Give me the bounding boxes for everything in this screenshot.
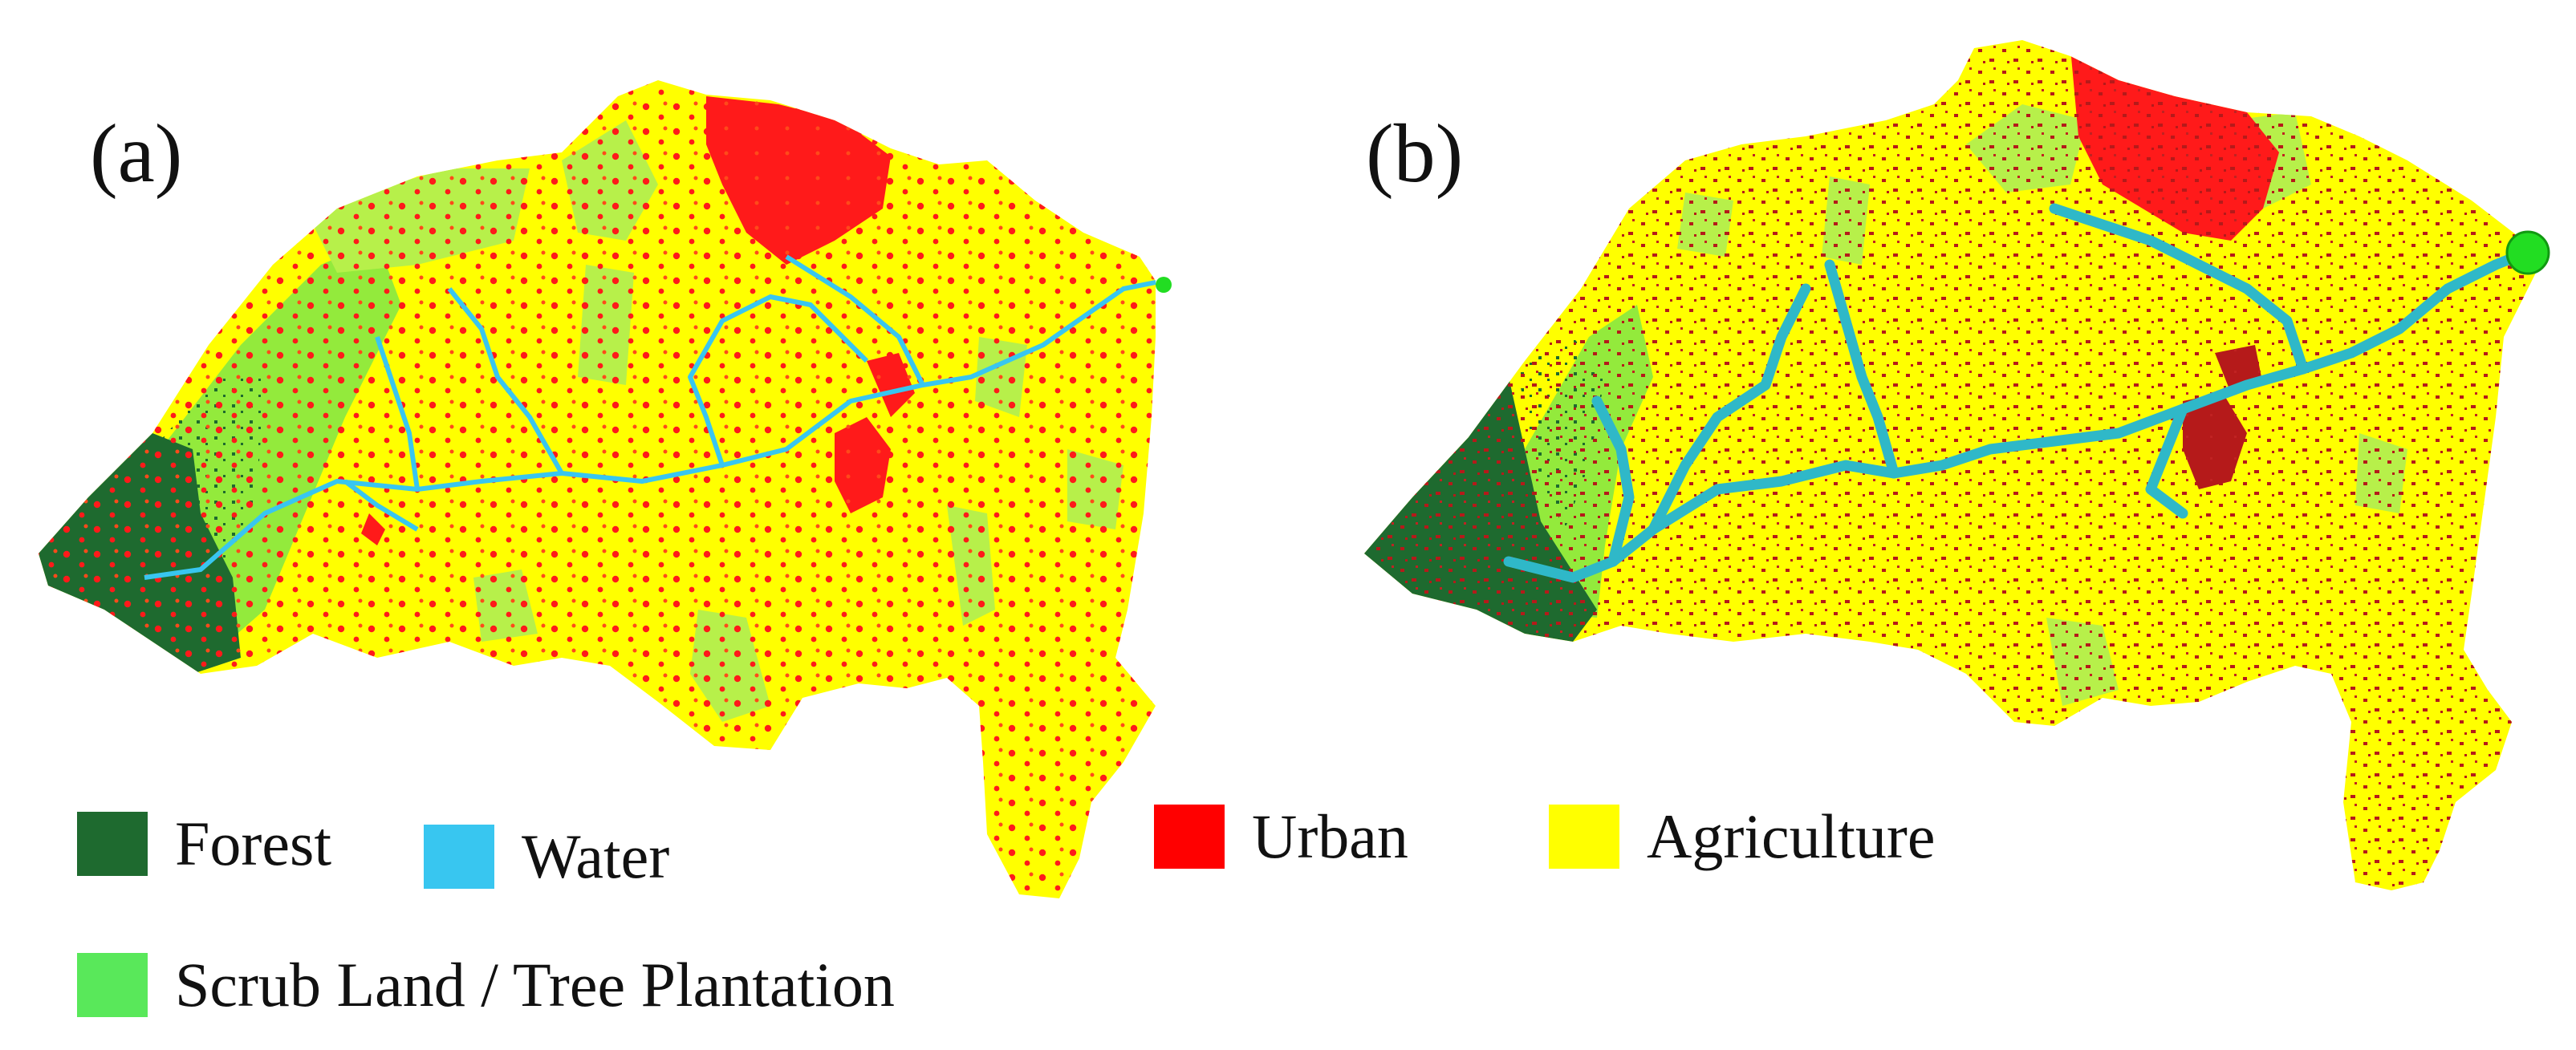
legend-label-water: Water: [522, 821, 670, 891]
legend-item-agriculture: Agriculture: [1549, 805, 1936, 869]
panel-label-b: (b): [1366, 107, 1464, 200]
legend-swatch-scrub: [77, 953, 148, 1017]
legend-swatch-agriculture: [1549, 805, 1619, 869]
legend-swatch-forest: [77, 812, 148, 876]
outlet-marker-a: [1156, 277, 1172, 293]
legend-swatch-urban: [1154, 805, 1225, 869]
panel-label-a: (a): [90, 107, 183, 200]
legend-label-scrub: Scrub Land / Tree Plantation: [175, 950, 895, 1020]
legend-item-water: Water: [424, 825, 669, 889]
legend-item-forest: Forest: [77, 812, 331, 876]
legend-label-agriculture: Agriculture: [1647, 801, 1936, 871]
legend-item-urban: Urban: [1154, 805, 1408, 869]
legend-swatch-water: [424, 825, 494, 889]
legend-label-urban: Urban: [1252, 801, 1408, 871]
legend-label-forest: Forest: [175, 809, 331, 878]
legend-item-scrub: Scrub Land / Tree Plantation: [77, 953, 895, 1017]
outlet-marker-b: [2505, 230, 2550, 275]
